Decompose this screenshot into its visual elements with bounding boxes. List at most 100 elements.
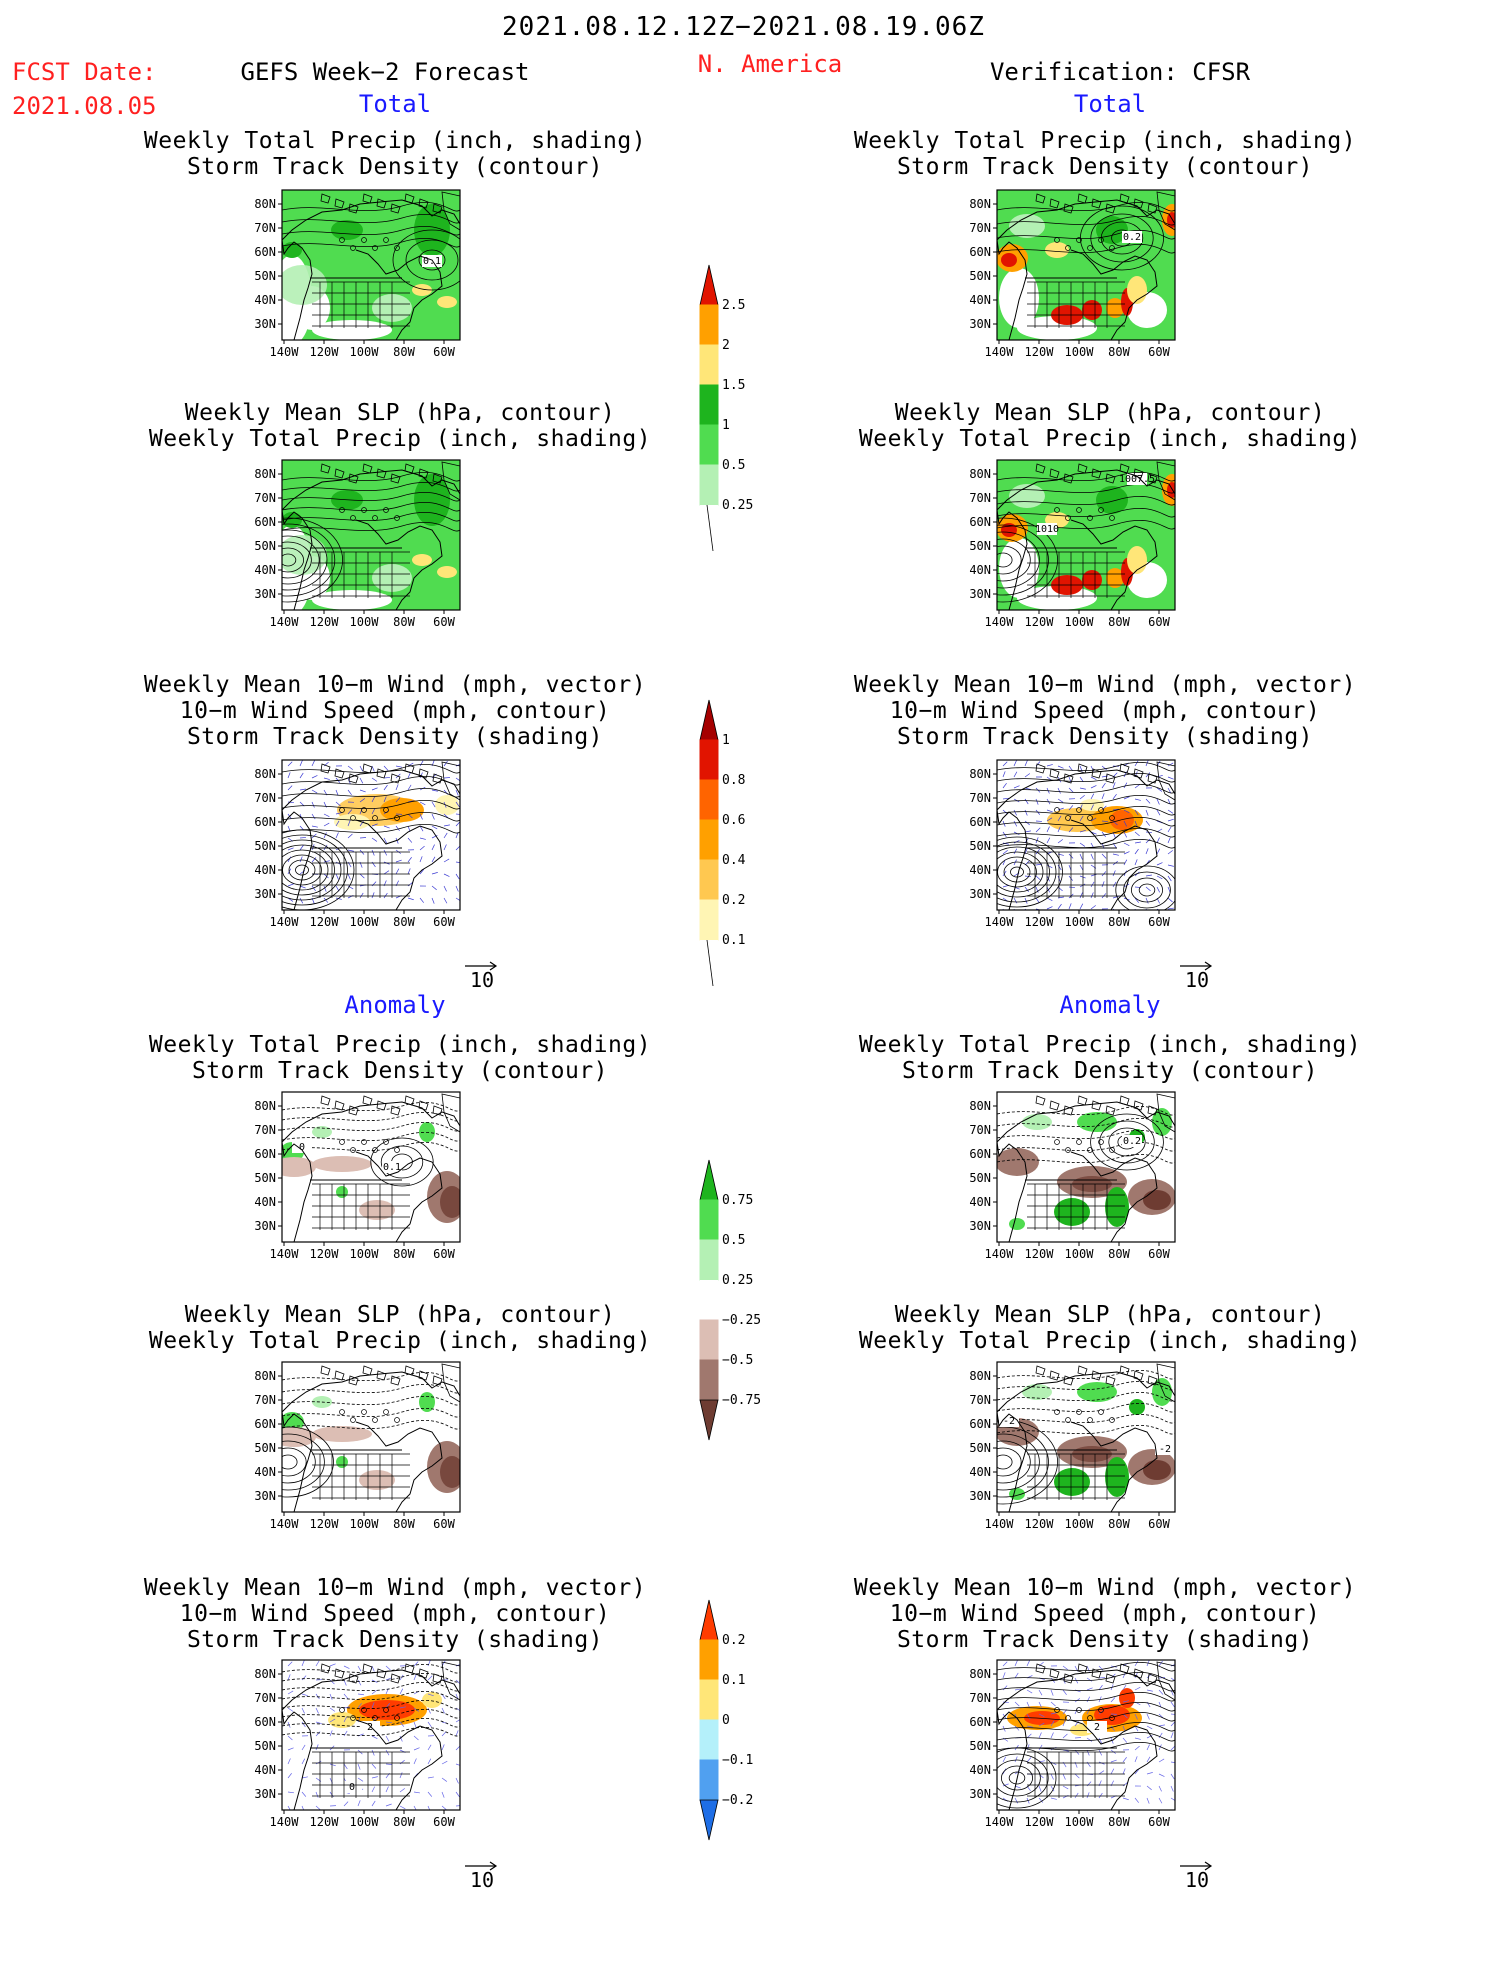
lon-tick-label: 120W <box>310 1247 340 1261</box>
title-cfsr-total-wind: Weekly Mean 10−m Wind (mph, vector) 10−m… <box>805 672 1405 750</box>
lat-tick-label: 40N <box>254 293 276 307</box>
title-line: Weekly Mean SLP (hPa, contour) <box>805 1302 1415 1328</box>
lon-tick-label: 120W <box>310 615 340 629</box>
lon-tick-label: 60W <box>433 345 455 359</box>
lat-tick-label: 70N <box>254 1691 276 1705</box>
lat-tick-label: 80N <box>254 1369 276 1383</box>
shade-blob <box>1022 1384 1052 1400</box>
title-cfsr-anom-slp: Weekly Mean SLP (hPa, contour) Weekly To… <box>805 1302 1415 1354</box>
main-title: 2021.08.12.12Z−2021.08.19.06Z <box>0 14 1487 40</box>
colorbar-bottom-cap <box>700 1800 718 1840</box>
lat-tick-label: 50N <box>969 1171 991 1185</box>
shade-blob <box>435 795 459 815</box>
vector-ref-label: 10 <box>1185 1868 1209 1892</box>
lon-tick-label: 60W <box>1148 345 1170 359</box>
colorbar-segment <box>700 900 718 940</box>
title-line: Storm Track Density (shading) <box>95 1627 695 1653</box>
title-cfsr-total-slp: Weekly Mean SLP (hPa, contour) Weekly To… <box>805 400 1415 452</box>
colorbar-tick-label: 1.5 <box>722 378 745 393</box>
lon-tick-label: 100W <box>1065 615 1095 629</box>
lat-tick-label: 40N <box>254 1195 276 1209</box>
colorbar-segment <box>700 1280 718 1320</box>
lat-tick-label: 70N <box>254 1123 276 1137</box>
vector-ref-cfsr-total: 10 <box>1178 960 1218 1000</box>
section-total-left: Total <box>330 92 460 116</box>
title-gefs-total-slp: Weekly Mean SLP (hPa, contour) Weekly To… <box>95 400 705 452</box>
lon-tick-label: 140W <box>985 1815 1015 1829</box>
lat-tick-label: 50N <box>254 269 276 283</box>
lon-tick-label: 100W <box>1065 1247 1095 1261</box>
lon-tick-label: 120W <box>310 345 340 359</box>
shade-blob <box>1054 1468 1090 1496</box>
lon-tick-label: 140W <box>985 615 1015 629</box>
shade-blob <box>1080 799 1104 811</box>
lat-tick-label: 70N <box>969 791 991 805</box>
lat-tick-label: 60N <box>969 1715 991 1729</box>
lat-tick-label: 30N <box>969 1489 991 1503</box>
colorbar-segment <box>700 1760 718 1800</box>
fcst-date-value: 2021.08.05 <box>12 94 157 118</box>
colorbar-tick-label: −0.25 <box>722 1313 761 1328</box>
lat-tick-label: 40N <box>254 563 276 577</box>
colorbar-segment <box>700 385 718 425</box>
map-content: 20 <box>282 1660 462 1812</box>
lon-tick-label: 60W <box>1148 915 1170 929</box>
lat-tick-label: 60N <box>969 815 991 829</box>
title-line: Storm Track Density (contour) <box>95 154 695 180</box>
lon-tick-label: 60W <box>433 1815 455 1829</box>
lon-tick-label: 140W <box>985 1517 1015 1531</box>
lat-tick-label: 40N <box>969 1465 991 1479</box>
shade-blob <box>272 1427 316 1447</box>
lon-tick-label: 120W <box>310 1517 340 1531</box>
shade-blob <box>334 814 370 830</box>
contour-label: -2 <box>1159 1444 1171 1455</box>
shade-blob <box>1096 486 1128 514</box>
lat-tick-label: 80N <box>969 467 991 481</box>
colorbar-segment <box>700 1320 718 1360</box>
colorbar-tick-label: −0.75 <box>722 1393 761 1408</box>
lat-tick-label: 50N <box>969 839 991 853</box>
colorbar-tick-label: 1 <box>722 733 730 748</box>
colorbar-segment <box>700 1360 718 1400</box>
left-column-title: GEFS Week−2 Forecast <box>200 60 570 84</box>
lat-tick-label: 40N <box>969 1195 991 1209</box>
colorbar-segment <box>700 820 718 860</box>
lon-tick-label: 140W <box>985 345 1015 359</box>
title-line: Storm Track Density (shading) <box>805 724 1405 750</box>
shade-blob <box>1143 1460 1171 1480</box>
lon-tick-label: 100W <box>350 915 380 929</box>
title-cfsr-anom-precip: Weekly Total Precip (inch, shading) Stor… <box>805 1032 1415 1084</box>
colorbar-tick-label: 0.4 <box>722 853 746 868</box>
lon-tick-label: 120W <box>1025 1247 1055 1261</box>
title-line: Weekly Total Precip (inch, shading) <box>95 1328 705 1354</box>
lat-tick-label: 30N <box>969 1219 991 1233</box>
vector-ref-label: 10 <box>470 968 494 992</box>
lat-tick-label: 70N <box>254 1393 276 1407</box>
lat-tick-label: 40N <box>969 863 991 877</box>
lon-tick-label: 120W <box>1025 915 1055 929</box>
map-content: 0.1 <box>272 190 471 345</box>
title-gefs-anom-slp: Weekly Mean SLP (hPa, contour) Weekly To… <box>95 1302 705 1354</box>
vector-ref-label: 10 <box>1185 968 1209 992</box>
map-content: 00.1 <box>272 1092 467 1242</box>
title-line: 10−m Wind Speed (mph, contour) <box>95 698 695 724</box>
title-line: Weekly Total Precip (inch, shading) <box>95 426 705 452</box>
colorbar-tick-label: 0.75 <box>722 1193 753 1208</box>
region-title: N. America <box>620 52 920 76</box>
lat-tick-label: 70N <box>969 1393 991 1407</box>
lon-tick-label: 80W <box>1108 915 1130 929</box>
shade-blob <box>312 1156 372 1172</box>
lat-tick-label: 70N <box>969 491 991 505</box>
title-line: Weekly Mean SLP (hPa, contour) <box>95 1302 705 1328</box>
shade-blob <box>1009 1218 1025 1230</box>
title-line: Storm Track Density (contour) <box>805 154 1405 180</box>
